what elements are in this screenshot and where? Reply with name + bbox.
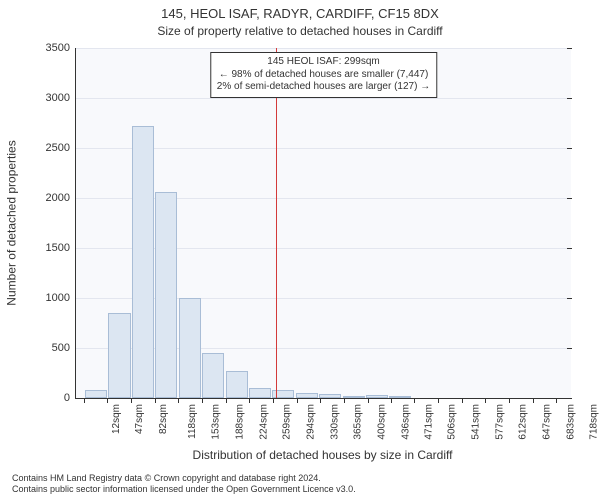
x-tick-label: 471sqm <box>424 404 435 440</box>
y-tick-mark <box>567 248 572 249</box>
histogram-bar <box>366 395 388 399</box>
x-tick-label: 12sqm <box>111 404 122 434</box>
x-tick-mark <box>249 398 250 403</box>
y-tick-label: 2500 <box>46 142 76 154</box>
y-tick-mark <box>567 198 572 199</box>
footer-line-1: Contains HM Land Registry data © Crown c… <box>12 473 356 485</box>
x-tick-mark <box>344 398 345 403</box>
x-tick-label: 82sqm <box>158 404 169 434</box>
y-tick-label: 0 <box>64 392 76 404</box>
x-tick-label: 506sqm <box>447 404 458 440</box>
annotation-line-2: ← 98% of detached houses are smaller (7,… <box>217 69 430 82</box>
histogram-bar <box>343 396 365 398</box>
x-tick-mark <box>297 398 298 403</box>
gridline <box>76 98 571 99</box>
x-tick-mark <box>391 398 392 403</box>
x-tick-label: 612sqm <box>518 404 529 440</box>
x-tick-mark <box>414 398 415 403</box>
x-tick-label: 365sqm <box>353 404 364 440</box>
annotation-line-1: 145 HEOL ISAF: 299sqm <box>217 56 430 69</box>
histogram-bar <box>179 298 201 398</box>
x-tick-mark <box>84 398 85 403</box>
x-axis-label: Distribution of detached houses by size … <box>75 448 570 462</box>
x-tick-mark <box>533 398 534 403</box>
x-tick-label: 436sqm <box>400 404 411 440</box>
histogram-bar <box>132 126 154 398</box>
x-tick-label: 718sqm <box>589 404 600 440</box>
y-tick-label: 3000 <box>46 92 76 104</box>
x-tick-label: 294sqm <box>305 404 316 440</box>
y-tick-mark <box>567 398 572 399</box>
y-tick-mark <box>567 148 572 149</box>
y-tick-label: 3500 <box>46 42 76 54</box>
chart-title-sub: Size of property relative to detached ho… <box>0 24 600 38</box>
x-tick-mark <box>155 398 156 403</box>
plot-area: 050010001500200025003000350012sqm47sqm82… <box>75 48 571 399</box>
histogram-bar <box>296 393 318 399</box>
x-tick-label: 188sqm <box>234 404 245 440</box>
footer-line-2: Contains public sector information licen… <box>12 484 356 496</box>
reference-line <box>276 48 277 398</box>
footer-attribution: Contains HM Land Registry data © Crown c… <box>12 473 356 496</box>
x-tick-mark <box>131 398 132 403</box>
x-tick-mark <box>273 398 274 403</box>
histogram-bar <box>249 388 271 398</box>
x-tick-mark <box>202 398 203 403</box>
gridline <box>76 48 571 49</box>
x-tick-mark <box>462 398 463 403</box>
x-tick-label: 47sqm <box>134 404 145 434</box>
y-tick-mark <box>567 348 572 349</box>
x-tick-label: 118sqm <box>187 404 198 439</box>
x-tick-mark <box>178 398 179 403</box>
x-tick-mark <box>107 398 108 403</box>
x-tick-label: 683sqm <box>565 404 576 440</box>
x-tick-mark <box>226 398 227 403</box>
x-tick-mark <box>509 398 510 403</box>
chart-container: 145, HEOL ISAF, RADYR, CARDIFF, CF15 8DX… <box>0 0 600 500</box>
x-tick-label: 647sqm <box>541 404 552 440</box>
histogram-bar <box>155 192 177 398</box>
annotation-line-3: 2% of semi-detached houses are larger (1… <box>217 81 430 94</box>
histogram-bar <box>108 313 130 398</box>
x-tick-mark <box>368 398 369 403</box>
y-tick-label: 1000 <box>46 292 76 304</box>
y-tick-mark <box>567 298 572 299</box>
x-tick-label: 153sqm <box>211 404 222 440</box>
y-axis-label-text: Number of detached properties <box>5 140 19 305</box>
chart-title-main: 145, HEOL ISAF, RADYR, CARDIFF, CF15 8DX <box>0 6 600 21</box>
x-tick-mark <box>320 398 321 403</box>
x-tick-label: 541sqm <box>470 404 481 440</box>
histogram-bar <box>85 390 107 398</box>
y-tick-label: 1500 <box>46 242 76 254</box>
x-tick-label: 400sqm <box>376 404 387 440</box>
x-tick-label: 259sqm <box>282 404 293 440</box>
annotation-box: 145 HEOL ISAF: 299sqm ← 98% of detached … <box>210 52 437 98</box>
histogram-bar <box>389 396 411 398</box>
histogram-bar <box>319 394 341 398</box>
y-tick-label: 2000 <box>46 192 76 204</box>
y-tick-label: 500 <box>52 342 76 354</box>
x-tick-mark <box>485 398 486 403</box>
x-tick-mark <box>556 398 557 403</box>
y-tick-mark <box>567 98 572 99</box>
histogram-bar <box>202 353 224 398</box>
x-tick-label: 224sqm <box>258 404 269 440</box>
x-tick-label: 330sqm <box>329 404 340 440</box>
y-axis-label: Number of detached properties <box>2 48 22 398</box>
x-tick-label: 577sqm <box>495 404 506 440</box>
x-tick-mark <box>438 398 439 403</box>
y-tick-mark <box>567 48 572 49</box>
histogram-bar <box>226 371 248 398</box>
